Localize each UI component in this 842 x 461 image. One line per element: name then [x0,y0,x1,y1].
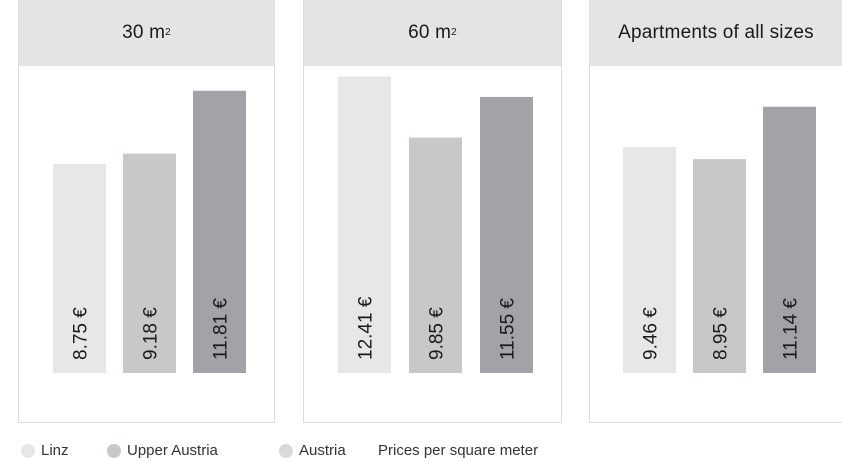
legend: Linz Upper Austria Austria Prices per sq… [0,440,842,461]
legend-label: Linz [41,442,69,459]
bar-chart: 8.75 € 9.18 € 11.81 € [53,90,246,373]
legend-dot-icon [21,443,35,458]
chart-title: Apartments of all sizes [590,0,842,66]
bar-value-label: 9.46 € [641,307,662,360]
bar-value-label: 11.55 € [498,298,519,360]
bar-chart: 9.46 € 8.95 € 11.14 € [623,106,816,373]
chart-title-text: 30 m [122,22,166,43]
chart-title-text: Apartments of all sizes [618,22,814,43]
bar-linz [338,76,391,373]
bar-value-label: 12.41 € [356,296,377,360]
bar-value-label: 9.85 € [427,307,448,360]
bar-value-label: 9.18 € [141,307,162,360]
legend-dot-icon [279,443,293,458]
legend-dot-icon [107,443,121,458]
bar-chart: 12.41 € 9.85 € 11.55 € [338,76,533,373]
legend-item-linz: Linz [21,442,69,459]
bar-linz [623,146,676,373]
bar-linz [53,163,106,373]
legend-item-upper-austria: Upper Austria [107,442,218,459]
bar-austria [763,106,816,373]
chart-title-superscript: 2 [451,26,457,38]
chart-panel-all-sizes: Apartments of all sizes 9.46 € 8.95 € 11.1… [589,0,842,423]
bar-austria [480,96,533,373]
chart-title-superscript: 2 [165,26,171,38]
bar-upper-austria [123,153,176,373]
bar-upper-austria [693,159,746,373]
legend-note: Prices per square meter [378,442,539,459]
bar-austria [193,90,246,373]
bar-value-label: 8.75 € [71,307,92,360]
bar-value-label: 11.14 € [781,298,802,360]
bar-value-label: 8.95 € [711,307,732,360]
bar-upper-austria [409,137,462,373]
legend-item-austria: Austria [279,442,346,459]
chart-title-text: 60 m [408,22,452,43]
bar-value-label: 11.81 € [211,298,232,360]
legend-label: Upper Austria [127,442,218,459]
legend-label: Austria [299,442,346,459]
